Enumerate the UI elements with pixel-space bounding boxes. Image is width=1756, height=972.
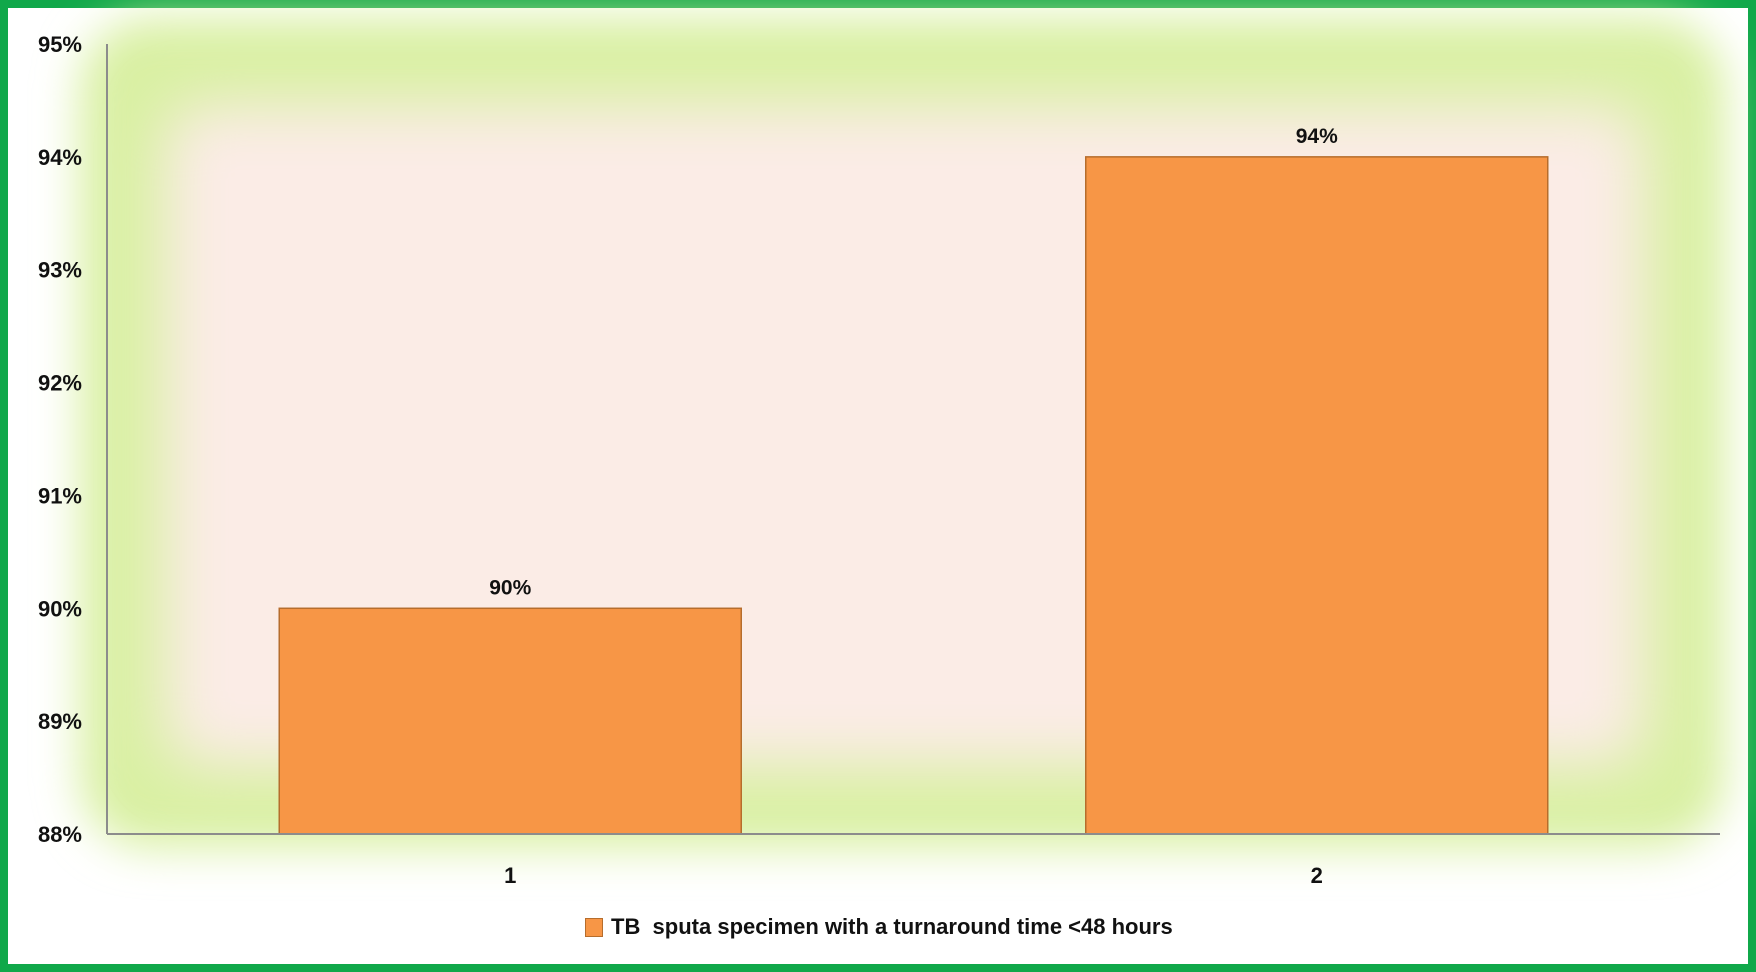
y-axis: 88% 89% 90% 91% 92% 93% 94% 95% — [38, 32, 108, 847]
bars: 90% 94% — [278, 125, 1549, 835]
bar — [1085, 156, 1549, 835]
legend-swatch-icon — [585, 917, 603, 937]
y-tick-label: 93% — [38, 258, 82, 283]
y-tick-label: 89% — [38, 709, 82, 734]
y-tick-label: 90% — [38, 596, 82, 621]
legend-label: TB sputa specimen with a turnaround time… — [611, 914, 1173, 939]
x-tick-label: 2 — [1311, 863, 1323, 888]
y-tick-label: 95% — [38, 32, 82, 57]
bar-data-label: 94% — [1296, 125, 1338, 148]
y-tick-label: 94% — [38, 145, 82, 170]
y-tick-label: 88% — [38, 822, 82, 847]
bar — [278, 607, 742, 835]
y-tick-label: 91% — [38, 483, 82, 508]
y-tick-label: 92% — [38, 371, 82, 396]
x-tick-label: 1 — [504, 863, 516, 888]
bar-data-label: 90% — [489, 576, 531, 599]
legend: TB sputa specimen with a turnaround time… — [585, 914, 1173, 940]
